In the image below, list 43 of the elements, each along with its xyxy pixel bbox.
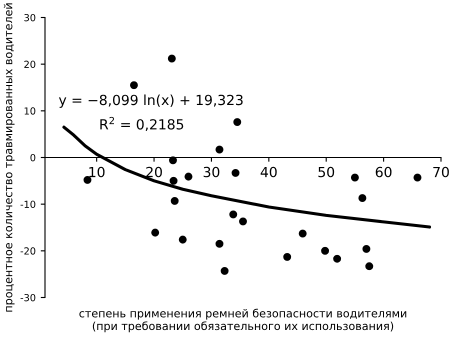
y-axis-title: процентное количество травмированных водителей	[4, 3, 15, 312]
y-tick-label: 30	[24, 14, 36, 22]
y-tick-label: -10	[20, 200, 36, 208]
x-tick-label: 20	[146, 166, 162, 178]
point	[350, 174, 359, 182]
point	[239, 217, 247, 226]
annotation: R$^{2}$ = 0,2185	[100, 116, 184, 132]
point	[130, 81, 138, 90]
point	[232, 168, 240, 177]
point	[169, 156, 177, 164]
point	[84, 176, 92, 184]
point	[216, 146, 224, 154]
point	[321, 246, 330, 255]
y-tick-label: 0	[30, 154, 36, 162]
point	[283, 252, 292, 261]
x-axis-title: степень применения ремней безопасности водителями (при требовании обязательного их использования)	[79, 308, 406, 332]
x-tick-label: 10	[89, 166, 105, 178]
point	[184, 172, 192, 181]
point	[298, 230, 307, 238]
point	[414, 174, 422, 182]
point	[151, 228, 160, 237]
point	[216, 240, 224, 248]
point	[365, 262, 374, 270]
point	[358, 194, 366, 202]
x-tick-label: 70	[433, 166, 449, 178]
y-tick-label: 20	[24, 60, 36, 68]
x-tick-label: 30	[204, 166, 220, 178]
y-tick-label: -30	[20, 294, 36, 302]
x-tick-label: 60	[376, 166, 392, 178]
x-tick-label: 40	[260, 166, 277, 178]
point	[170, 176, 178, 185]
point	[333, 254, 342, 263]
point	[170, 196, 179, 205]
point	[229, 210, 238, 218]
annotation: y = −8,099 ln(x) + 19,323	[58, 94, 243, 108]
y-tick-label: -20	[20, 247, 36, 255]
point	[178, 236, 187, 244]
point	[220, 266, 229, 275]
x-tick-label: 50	[318, 166, 334, 178]
point	[362, 245, 370, 253]
point	[233, 118, 242, 126]
point	[168, 54, 176, 63]
y-tick-label: 10	[24, 107, 36, 115]
